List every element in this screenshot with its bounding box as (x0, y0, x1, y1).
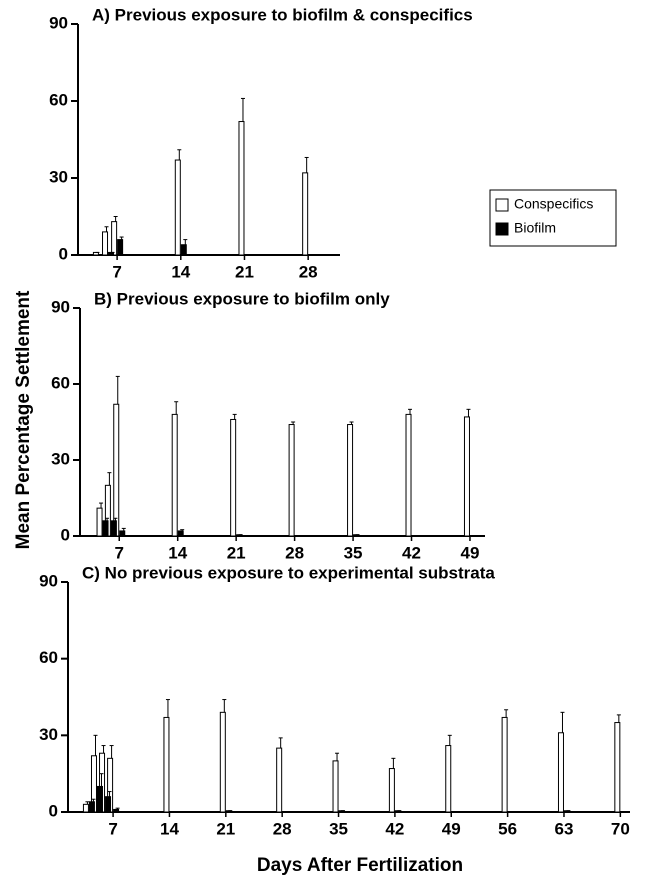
bar (302, 172, 309, 256)
bar (177, 530, 184, 537)
bar (445, 745, 452, 813)
x-tick-label: 21 (227, 543, 246, 562)
y-tick-label: 90 (39, 571, 58, 590)
bar (180, 244, 187, 256)
legend-label: Biofilm (514, 220, 556, 236)
bar (113, 808, 120, 813)
bar (111, 221, 118, 256)
legend-swatch (495, 222, 509, 236)
y-tick-label: 60 (51, 373, 70, 392)
bar (276, 747, 283, 813)
bar (96, 785, 103, 813)
bar (405, 413, 412, 537)
y-tick-label: 30 (39, 725, 58, 744)
y-tick-label: 0 (59, 244, 68, 263)
bar (614, 722, 621, 813)
x-tick-label: 49 (461, 543, 480, 562)
x-tick-label: 7 (112, 262, 121, 281)
x-tick-label: 28 (299, 262, 318, 281)
bar (174, 159, 181, 256)
x-tick-label: 28 (273, 819, 292, 838)
panel-title: B) Previous exposure to biofilm only (94, 289, 390, 308)
x-tick-label: 56 (498, 819, 517, 838)
y-tick-label: 30 (49, 167, 68, 186)
x-tick-label: 35 (344, 543, 363, 562)
bar (388, 768, 395, 813)
y-tick-label: 60 (49, 90, 68, 109)
bar (501, 716, 508, 813)
bar (347, 424, 354, 537)
x-tick-label: 28 (285, 543, 304, 562)
y-tick-label: 60 (39, 648, 58, 667)
x-tick-label: 14 (160, 819, 179, 838)
bar (288, 424, 295, 537)
x-tick-label: 70 (611, 819, 630, 838)
bar (230, 418, 237, 537)
bar (110, 520, 117, 537)
bar (117, 239, 124, 256)
x-tick-label: 21 (216, 819, 235, 838)
x-tick-label: 63 (555, 819, 574, 838)
bar (88, 801, 95, 813)
bar (463, 416, 470, 537)
bar (219, 711, 226, 813)
bar (102, 520, 109, 537)
x-tick-label: 7 (115, 543, 124, 562)
bar (163, 716, 170, 813)
legend-box (489, 189, 617, 247)
bar (102, 231, 109, 256)
x-tick-label: 35 (329, 819, 348, 838)
x-axis-label: Days After Fertilization (257, 855, 463, 876)
legend-label: Conspecifics (514, 196, 593, 212)
x-tick-label: 42 (402, 543, 421, 562)
y-tick-label: 0 (61, 525, 70, 544)
y-tick-label: 90 (51, 297, 70, 316)
bar (238, 121, 245, 256)
y-tick-label: 30 (51, 449, 70, 468)
x-tick-label: 14 (168, 543, 187, 562)
bar (82, 803, 89, 813)
bar (119, 530, 126, 537)
bar (96, 507, 103, 537)
bar (332, 760, 339, 813)
bar (113, 403, 120, 537)
panel-title: C) No previous exposure to experimental … (82, 563, 495, 582)
x-tick-label: 42 (385, 819, 404, 838)
bar (557, 732, 564, 813)
x-tick-label: 7 (108, 819, 117, 838)
x-tick-label: 49 (442, 819, 461, 838)
legend-swatch (495, 198, 509, 212)
panel-title: A) Previous exposure to biofilm & conspe… (92, 5, 473, 24)
y-tick-label: 0 (49, 801, 58, 820)
x-tick-label: 21 (235, 262, 254, 281)
bar (105, 796, 112, 813)
bar (171, 413, 178, 537)
y-axis-label: Mean Percentage Settlement (13, 290, 34, 549)
x-tick-label: 14 (171, 262, 190, 281)
y-tick-label: 90 (49, 13, 68, 32)
